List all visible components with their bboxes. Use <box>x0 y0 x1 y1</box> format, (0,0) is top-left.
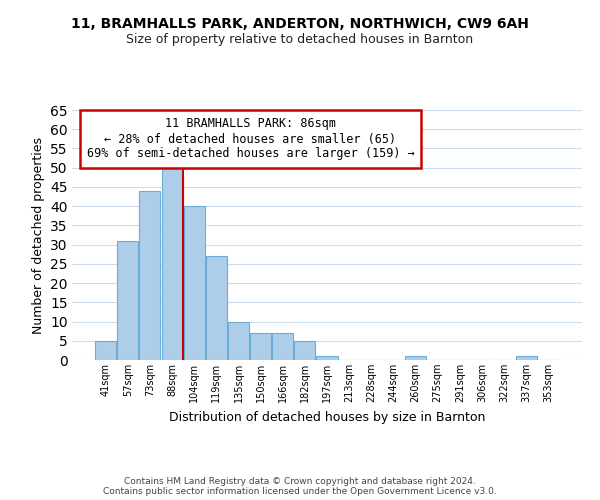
Bar <box>316 356 338 360</box>
Bar <box>405 356 426 360</box>
Text: Contains HM Land Registry data © Crown copyright and database right 2024.: Contains HM Land Registry data © Crown c… <box>124 476 476 486</box>
Y-axis label: Number of detached properties: Number of detached properties <box>32 136 44 334</box>
Bar <box>228 322 249 360</box>
Bar <box>95 341 116 360</box>
Bar <box>161 160 182 360</box>
Bar <box>515 356 536 360</box>
Bar <box>139 191 160 360</box>
Bar <box>295 341 316 360</box>
Bar <box>206 256 227 360</box>
Bar <box>118 241 139 360</box>
X-axis label: Distribution of detached houses by size in Barnton: Distribution of detached houses by size … <box>169 410 485 424</box>
Text: Contains public sector information licensed under the Open Government Licence v3: Contains public sector information licen… <box>103 486 497 496</box>
Bar <box>184 206 205 360</box>
Text: 11 BRAMHALLS PARK: 86sqm
← 28% of detached houses are smaller (65)
69% of semi-d: 11 BRAMHALLS PARK: 86sqm ← 28% of detach… <box>86 118 415 160</box>
Bar <box>272 333 293 360</box>
Bar <box>250 333 271 360</box>
Text: Size of property relative to detached houses in Barnton: Size of property relative to detached ho… <box>127 32 473 46</box>
Text: 11, BRAMHALLS PARK, ANDERTON, NORTHWICH, CW9 6AH: 11, BRAMHALLS PARK, ANDERTON, NORTHWICH,… <box>71 18 529 32</box>
